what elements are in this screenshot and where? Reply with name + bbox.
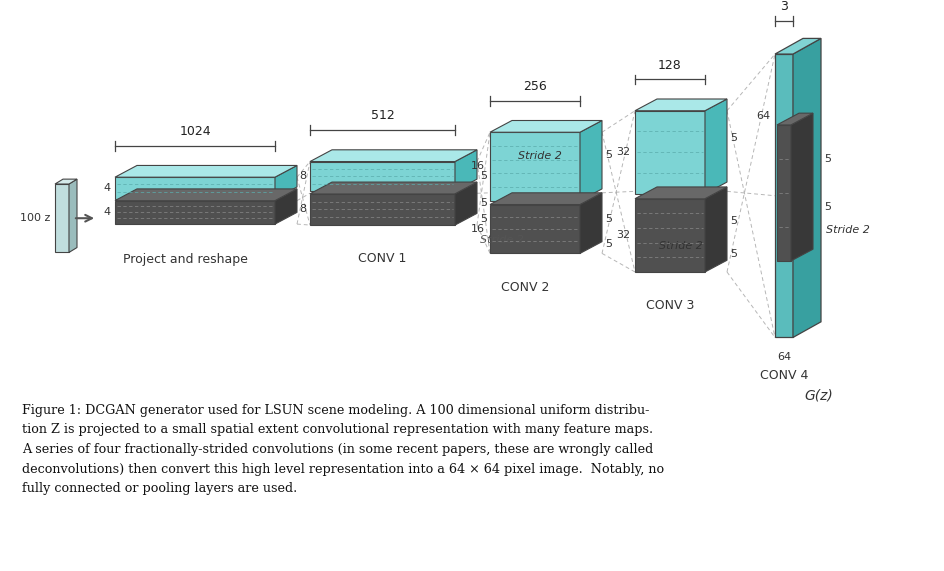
Polygon shape xyxy=(705,99,727,194)
Polygon shape xyxy=(635,187,727,199)
Polygon shape xyxy=(69,179,77,252)
Text: G(z): G(z) xyxy=(804,388,834,402)
Text: 5: 5 xyxy=(605,239,612,248)
Polygon shape xyxy=(635,99,727,111)
Text: A series of four fractionally-strided convolutions (in some recent papers, these: A series of four fractionally-strided co… xyxy=(22,443,653,456)
Polygon shape xyxy=(55,179,77,184)
Polygon shape xyxy=(777,113,813,125)
Polygon shape xyxy=(310,150,477,162)
Polygon shape xyxy=(793,38,821,337)
Text: 3: 3 xyxy=(780,0,788,13)
Text: 4: 4 xyxy=(104,183,111,193)
Text: Stride 2: Stride 2 xyxy=(659,242,702,251)
Text: 5: 5 xyxy=(605,150,612,160)
Polygon shape xyxy=(490,204,580,254)
Polygon shape xyxy=(55,184,69,252)
Polygon shape xyxy=(455,182,477,225)
Polygon shape xyxy=(635,199,705,272)
Text: Stride 2: Stride 2 xyxy=(826,225,869,235)
Text: CONV 4: CONV 4 xyxy=(760,369,808,381)
Text: 5: 5 xyxy=(480,171,487,181)
Polygon shape xyxy=(791,113,813,261)
Text: 5: 5 xyxy=(730,134,737,143)
Polygon shape xyxy=(115,166,297,177)
Text: CONV 2: CONV 2 xyxy=(501,281,549,293)
Text: 64: 64 xyxy=(777,352,791,362)
Polygon shape xyxy=(310,182,477,194)
Text: 512: 512 xyxy=(371,110,395,122)
Text: 5: 5 xyxy=(824,154,831,164)
Polygon shape xyxy=(775,38,821,54)
Polygon shape xyxy=(455,150,477,191)
Polygon shape xyxy=(115,189,297,200)
Polygon shape xyxy=(115,200,275,224)
Text: Stride 2: Stride 2 xyxy=(480,235,524,245)
Text: 4: 4 xyxy=(104,207,111,218)
Polygon shape xyxy=(490,193,602,204)
Text: 5: 5 xyxy=(480,198,487,208)
Text: Project and reshape: Project and reshape xyxy=(123,254,247,267)
Polygon shape xyxy=(705,187,727,272)
Text: 128: 128 xyxy=(658,59,682,71)
Text: 32: 32 xyxy=(615,230,630,240)
Text: CONV 3: CONV 3 xyxy=(646,299,694,312)
Text: 5: 5 xyxy=(730,248,737,259)
Polygon shape xyxy=(310,194,455,225)
Text: 16: 16 xyxy=(471,224,485,234)
Polygon shape xyxy=(635,111,705,194)
Text: Stride 2: Stride 2 xyxy=(517,151,562,161)
Polygon shape xyxy=(275,189,297,224)
Polygon shape xyxy=(580,193,602,254)
Text: tion Z is projected to a small spatial extent convolutional representation with : tion Z is projected to a small spatial e… xyxy=(22,424,653,436)
Text: 64: 64 xyxy=(756,111,770,122)
Text: 16: 16 xyxy=(471,162,485,171)
Text: 32: 32 xyxy=(615,147,630,157)
Text: 1024: 1024 xyxy=(179,125,211,138)
Polygon shape xyxy=(775,54,793,337)
Text: deconvolutions) then convert this high level representation into a 64 × 64 pixel: deconvolutions) then convert this high l… xyxy=(22,463,665,476)
Polygon shape xyxy=(490,120,602,132)
Text: 5: 5 xyxy=(824,202,831,211)
Polygon shape xyxy=(580,120,602,200)
Text: Figure 1: DCGAN generator used for LSUN scene modeling. A 100 dimensional unifor: Figure 1: DCGAN generator used for LSUN … xyxy=(22,404,649,417)
Text: 256: 256 xyxy=(523,80,547,93)
Text: 8: 8 xyxy=(299,204,306,215)
Text: 5: 5 xyxy=(730,216,737,226)
Text: 100 z: 100 z xyxy=(20,213,50,223)
Text: 8: 8 xyxy=(299,171,306,181)
Polygon shape xyxy=(490,132,580,200)
Text: 5: 5 xyxy=(480,214,487,224)
Text: CONV 1: CONV 1 xyxy=(359,252,407,266)
Polygon shape xyxy=(115,177,275,199)
Polygon shape xyxy=(777,125,791,261)
Polygon shape xyxy=(275,166,297,199)
Polygon shape xyxy=(310,162,455,191)
Text: 5: 5 xyxy=(605,214,612,224)
Text: fully connected or pooling layers are used.: fully connected or pooling layers are us… xyxy=(22,482,297,495)
